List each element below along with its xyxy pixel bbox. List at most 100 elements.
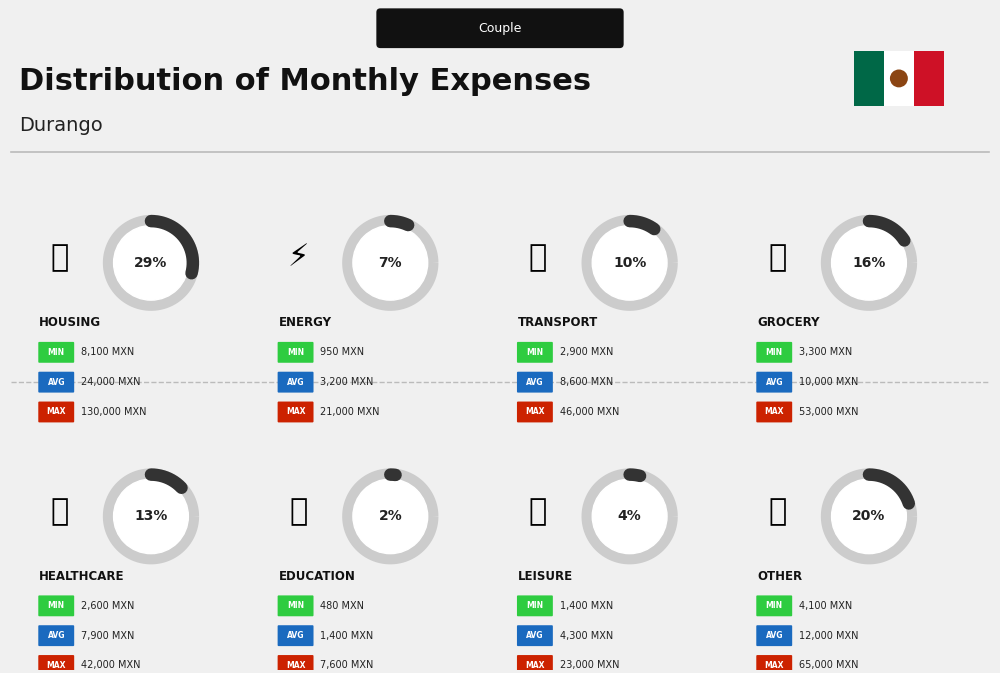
Text: 21,000 MXN: 21,000 MXN <box>320 407 380 417</box>
Text: 🛒: 🛒 <box>768 244 786 273</box>
Text: MIN: MIN <box>287 602 304 610</box>
Text: 65,000 MXN: 65,000 MXN <box>799 660 859 670</box>
FancyBboxPatch shape <box>278 625 314 646</box>
Circle shape <box>592 479 667 554</box>
Text: 2,900 MXN: 2,900 MXN <box>560 347 613 357</box>
Text: AVG: AVG <box>526 631 544 640</box>
Circle shape <box>353 479 428 554</box>
Circle shape <box>592 225 667 300</box>
Text: MAX: MAX <box>525 661 545 670</box>
Text: MAX: MAX <box>764 661 784 670</box>
FancyBboxPatch shape <box>914 51 944 106</box>
FancyBboxPatch shape <box>38 342 74 363</box>
Text: TRANSPORT: TRANSPORT <box>518 316 598 329</box>
FancyBboxPatch shape <box>38 402 74 423</box>
FancyBboxPatch shape <box>517 596 553 616</box>
Text: HOUSING: HOUSING <box>39 316 101 329</box>
Text: EDUCATION: EDUCATION <box>279 569 355 583</box>
FancyBboxPatch shape <box>278 342 314 363</box>
FancyBboxPatch shape <box>517 625 553 646</box>
Text: MIN: MIN <box>766 602 783 610</box>
Text: 10%: 10% <box>613 256 646 270</box>
FancyBboxPatch shape <box>278 371 314 392</box>
Text: GROCERY: GROCERY <box>757 316 820 329</box>
Text: 42,000 MXN: 42,000 MXN <box>81 660 141 670</box>
Text: 12,000 MXN: 12,000 MXN <box>799 631 859 641</box>
Text: 🚌: 🚌 <box>529 244 547 273</box>
Text: 24,000 MXN: 24,000 MXN <box>81 377 141 387</box>
Text: MAX: MAX <box>46 407 66 417</box>
Text: MAX: MAX <box>764 407 784 417</box>
Text: 👜: 👜 <box>768 497 786 526</box>
Text: MAX: MAX <box>286 661 305 670</box>
FancyBboxPatch shape <box>756 655 792 673</box>
Text: 16%: 16% <box>852 256 886 270</box>
FancyBboxPatch shape <box>278 596 314 616</box>
Text: 130,000 MXN: 130,000 MXN <box>81 407 147 417</box>
FancyBboxPatch shape <box>756 371 792 392</box>
Text: 4%: 4% <box>618 509 642 524</box>
Text: 7%: 7% <box>378 256 402 270</box>
FancyBboxPatch shape <box>517 342 553 363</box>
Text: MIN: MIN <box>48 602 65 610</box>
Text: 4,300 MXN: 4,300 MXN <box>560 631 613 641</box>
FancyBboxPatch shape <box>38 596 74 616</box>
Text: LEISURE: LEISURE <box>518 569 573 583</box>
FancyBboxPatch shape <box>756 342 792 363</box>
FancyBboxPatch shape <box>278 402 314 423</box>
Text: MIN: MIN <box>766 348 783 357</box>
Text: 🏢: 🏢 <box>50 244 68 273</box>
Text: MIN: MIN <box>526 348 543 357</box>
Text: 7,900 MXN: 7,900 MXN <box>81 631 135 641</box>
Text: AVG: AVG <box>765 631 783 640</box>
Text: MAX: MAX <box>46 661 66 670</box>
Text: 480 MXN: 480 MXN <box>320 601 364 611</box>
Text: 13%: 13% <box>134 509 168 524</box>
Text: 1,400 MXN: 1,400 MXN <box>560 601 613 611</box>
Text: AVG: AVG <box>47 631 65 640</box>
Circle shape <box>114 225 188 300</box>
Text: HEALTHCARE: HEALTHCARE <box>39 569 125 583</box>
FancyBboxPatch shape <box>756 402 792 423</box>
Text: 2%: 2% <box>378 509 402 524</box>
FancyBboxPatch shape <box>38 625 74 646</box>
Text: 8,600 MXN: 8,600 MXN <box>560 377 613 387</box>
Text: ⚡: ⚡ <box>288 244 309 273</box>
Text: 950 MXN: 950 MXN <box>320 347 365 357</box>
FancyBboxPatch shape <box>38 371 74 392</box>
FancyBboxPatch shape <box>854 51 884 106</box>
Text: 53,000 MXN: 53,000 MXN <box>799 407 859 417</box>
Circle shape <box>832 479 906 554</box>
Text: Durango: Durango <box>19 116 103 135</box>
Text: ENERGY: ENERGY <box>279 316 332 329</box>
FancyBboxPatch shape <box>38 655 74 673</box>
Text: 46,000 MXN: 46,000 MXN <box>560 407 619 417</box>
Text: 2,600 MXN: 2,600 MXN <box>81 601 135 611</box>
Text: MAX: MAX <box>525 407 545 417</box>
Text: MIN: MIN <box>48 348 65 357</box>
FancyBboxPatch shape <box>517 655 553 673</box>
FancyBboxPatch shape <box>756 596 792 616</box>
Circle shape <box>890 69 908 87</box>
Circle shape <box>114 479 188 554</box>
Text: 🏥: 🏥 <box>50 497 68 526</box>
Text: AVG: AVG <box>287 378 304 387</box>
FancyBboxPatch shape <box>756 625 792 646</box>
Circle shape <box>353 225 428 300</box>
Text: AVG: AVG <box>526 378 544 387</box>
Text: 7,600 MXN: 7,600 MXN <box>320 660 374 670</box>
Text: MIN: MIN <box>526 602 543 610</box>
Text: 1,400 MXN: 1,400 MXN <box>320 631 374 641</box>
Text: 🎓: 🎓 <box>289 497 308 526</box>
Text: 10,000 MXN: 10,000 MXN <box>799 377 859 387</box>
Text: 8,100 MXN: 8,100 MXN <box>81 347 134 357</box>
FancyBboxPatch shape <box>517 371 553 392</box>
Text: Distribution of Monthly Expenses: Distribution of Monthly Expenses <box>19 67 591 96</box>
FancyBboxPatch shape <box>884 51 914 106</box>
Text: AVG: AVG <box>765 378 783 387</box>
Text: 23,000 MXN: 23,000 MXN <box>560 660 619 670</box>
Text: 3,300 MXN: 3,300 MXN <box>799 347 852 357</box>
Text: 3,200 MXN: 3,200 MXN <box>320 377 374 387</box>
Text: 🛍️: 🛍️ <box>529 497 547 526</box>
Text: 29%: 29% <box>134 256 168 270</box>
